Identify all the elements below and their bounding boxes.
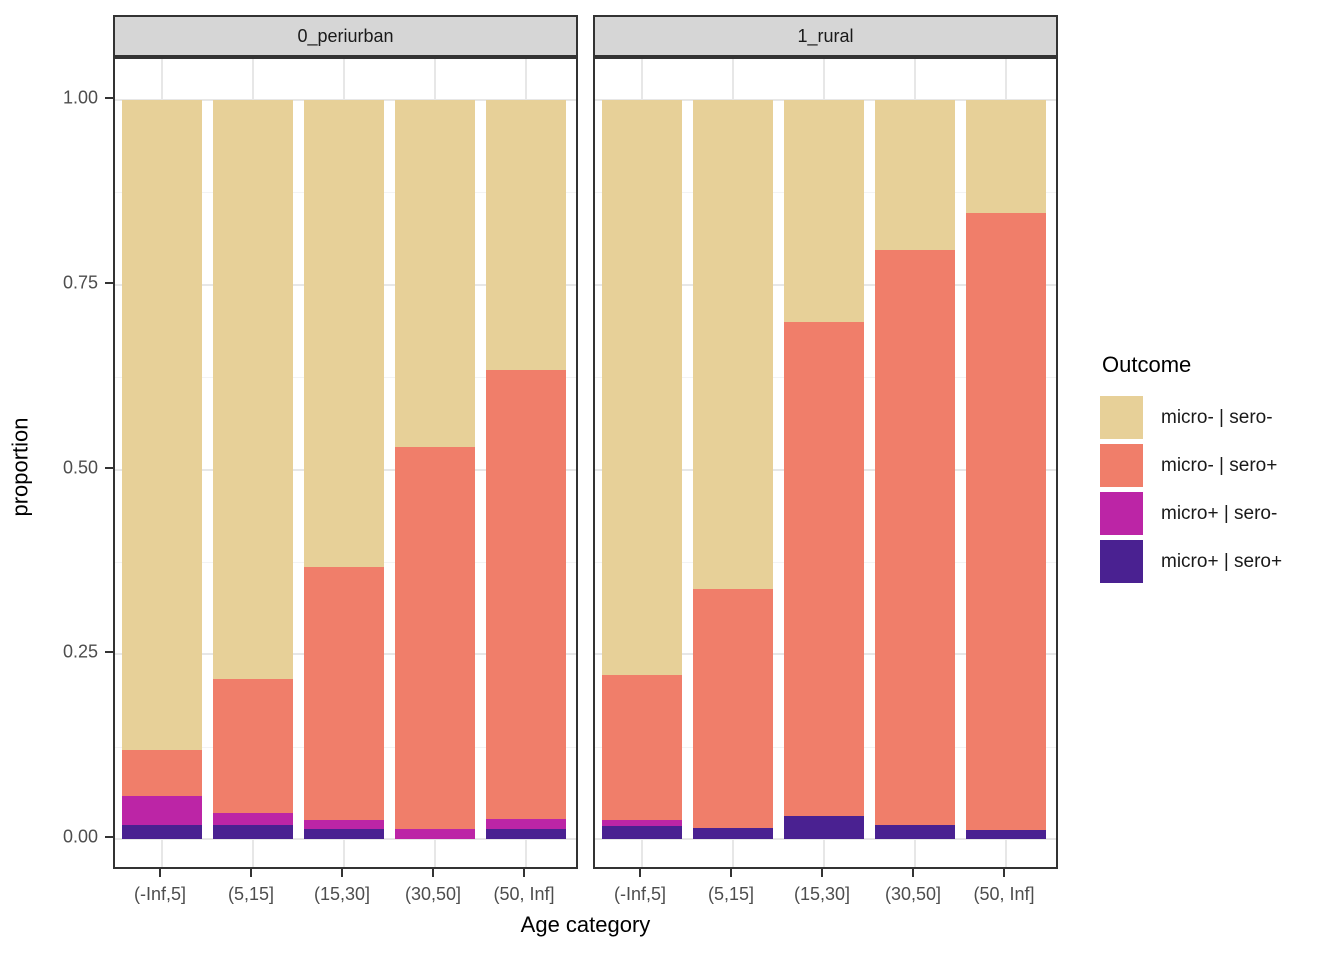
x-tick-mark (341, 869, 343, 877)
x-tick-label: (5,15] (707, 884, 755, 904)
bar-segment (966, 830, 1046, 839)
y-tick-label: 1.00 (62, 87, 98, 108)
x-tick-mark (912, 869, 914, 877)
gridline-major (115, 838, 576, 840)
bar-segment (213, 679, 293, 814)
plot-panel-rural (593, 57, 1058, 869)
bar-segment (213, 824, 293, 839)
bar-segment (693, 827, 773, 839)
bar-segment (486, 829, 566, 839)
bar-segment (875, 824, 955, 839)
x-tick-mark (1003, 869, 1005, 877)
legend-label: micro+ | sero- (1161, 502, 1278, 524)
bar-segment (966, 213, 1046, 831)
x-tick-mark (523, 869, 525, 877)
legend-label: micro- | sero+ (1161, 454, 1278, 476)
y-tick-label: 0.75 (62, 272, 98, 293)
x-tick-label: (50, Inf] (493, 884, 555, 904)
bar-segment (875, 250, 955, 825)
bar-segment (122, 750, 202, 797)
x-tick-label: (15,30] (793, 884, 851, 904)
bar-segment (304, 100, 384, 568)
bar-segment (122, 100, 202, 751)
legend: Outcome micro- | sero-micro- | sero+ micr… (1100, 352, 1282, 588)
bar-segment (784, 816, 864, 839)
x-tick-label: (50, Inf] (973, 884, 1035, 904)
legend-entries: micro- | sero-micro- | sero+ micro+ | ser… (1100, 396, 1282, 583)
x-tick-label: (30,50] (404, 884, 462, 904)
legend-entry: micro- | sero- (1100, 396, 1282, 439)
x-tick-label: (30,50] (884, 884, 942, 904)
x-tick-mark (730, 869, 732, 877)
bar-segment (875, 100, 955, 251)
bar-segment (784, 100, 864, 322)
x-tick-mark (250, 869, 252, 877)
x-tick-label: (-Inf,5] (613, 884, 667, 904)
bar-segment (304, 567, 384, 820)
bar-segment (966, 100, 1046, 214)
y-tick-label: 0.50 (62, 457, 98, 477)
bar-segment (602, 819, 682, 826)
bar-segment (602, 825, 682, 839)
x-tick-label: (-Inf,5] (133, 884, 187, 904)
bar-segment (602, 100, 682, 675)
bar-segment (395, 447, 475, 829)
gridline-major (595, 838, 1056, 840)
y-tick-mark (105, 651, 113, 654)
y-axis-title: proportion (7, 417, 33, 517)
x-tick-label: (5,15] (227, 884, 275, 904)
y-tick-label: 0.25 (62, 641, 98, 662)
y-tick-mark (105, 836, 113, 838)
x-tick-mark (639, 869, 641, 877)
legend-swatch (1100, 540, 1143, 583)
bar-segment (213, 813, 293, 825)
bar-segment (486, 819, 566, 830)
bar-segment (122, 824, 202, 839)
x-tick-mark (432, 869, 434, 877)
legend-swatch (1100, 444, 1143, 487)
y-tick-mark (105, 466, 113, 469)
bar-segment (304, 819, 384, 830)
bar-segment (784, 321, 864, 817)
bar-segment (304, 829, 384, 839)
plot-panel-periurban (113, 57, 578, 869)
x-tick-label: (15,30] (313, 884, 371, 904)
legend-swatch (1100, 492, 1143, 535)
legend-entry: micro+ | sero+ (1100, 540, 1282, 583)
legend-entry: micro+ | sero- (1100, 492, 1282, 535)
bar-segment (693, 589, 773, 828)
facet-strip-label: 0_periurban (297, 25, 394, 46)
legend-label: micro+ | sero+ (1161, 550, 1283, 572)
facet-strip-periurban: 0_periurban (113, 15, 578, 57)
bar-segment (213, 100, 293, 680)
legend-label: micro- | sero- (1161, 406, 1273, 428)
bar-segment (693, 100, 773, 590)
bar-segment (122, 796, 202, 825)
y-tick-mark (105, 97, 113, 99)
legend-title: Outcome (1102, 352, 1192, 377)
facet-strip-label: 1_rural (797, 25, 854, 46)
y-tick-mark (105, 281, 113, 284)
facet-strip-rural: 1_rural (593, 15, 1058, 57)
bar-segment (486, 100, 566, 370)
bar-segment (395, 828, 475, 839)
y-tick-label: 0.00 (62, 826, 98, 847)
legend-swatch (1100, 396, 1143, 439)
bar-segment (486, 369, 566, 820)
x-tick-mark (821, 869, 823, 877)
bar-segment (395, 100, 475, 448)
x-axis-title: Age category (520, 912, 651, 937)
legend-entry: micro- | sero+ (1100, 444, 1282, 487)
bar-segment (602, 674, 682, 820)
x-tick-mark (159, 869, 161, 877)
